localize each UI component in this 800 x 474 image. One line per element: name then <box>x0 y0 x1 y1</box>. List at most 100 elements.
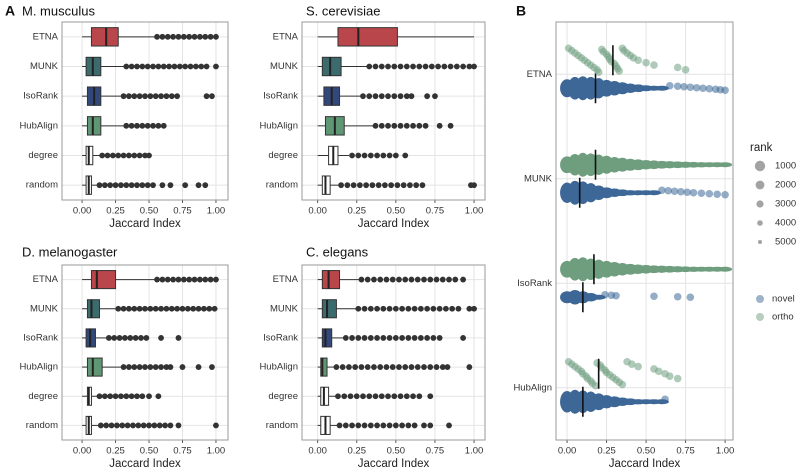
outlier <box>342 422 349 429</box>
outlier <box>350 182 357 189</box>
outlier <box>124 422 131 429</box>
outlier <box>380 335 387 341</box>
x-tick-label: 0.75 <box>426 206 445 217</box>
point <box>686 83 695 92</box>
outlier <box>385 122 391 129</box>
outlier <box>374 422 380 429</box>
outlier <box>460 63 467 70</box>
plot-border <box>301 264 486 441</box>
y-tick-label: IsoRank <box>23 332 58 343</box>
outlier <box>139 122 146 129</box>
outlier <box>158 335 164 341</box>
outlier <box>155 122 162 129</box>
outlier <box>424 305 431 312</box>
outlier <box>135 422 142 429</box>
point <box>705 84 714 93</box>
outlier <box>123 122 130 129</box>
outlier <box>416 63 423 70</box>
outlier <box>452 276 459 283</box>
outlier <box>378 122 385 129</box>
x-axis-title: Jaccard Index <box>109 218 181 230</box>
x-tick-label: 0.75 <box>173 446 192 457</box>
outlier <box>136 152 143 159</box>
y-tick-label: ETNA <box>273 274 299 285</box>
outlier <box>195 305 202 312</box>
x-axis-title: Jaccard Index <box>609 458 681 470</box>
x-tick-label: 0.50 <box>387 446 406 457</box>
outlier <box>152 93 159 100</box>
outlier <box>367 305 374 312</box>
outlier <box>211 305 218 312</box>
outlier <box>142 364 148 370</box>
x-axis-title: Jaccard Index <box>109 458 181 470</box>
y-tick-label: random <box>26 420 58 431</box>
outlier <box>424 335 431 341</box>
size-key <box>758 240 762 244</box>
outlier <box>123 182 130 189</box>
box <box>321 56 342 77</box>
outlier <box>113 422 120 429</box>
y-tick-label: ETNA <box>33 31 59 42</box>
outlier <box>104 152 111 159</box>
outlier <box>339 364 346 370</box>
outlier <box>134 182 140 189</box>
point <box>601 290 609 299</box>
outlier <box>436 335 443 341</box>
outlier <box>155 393 162 400</box>
outlier <box>421 422 427 429</box>
outlier <box>142 93 148 100</box>
outlier <box>427 276 434 283</box>
y-tick-label: IsoRank <box>263 91 298 102</box>
outlier <box>422 122 429 129</box>
outlier <box>446 422 452 429</box>
outlier <box>115 305 122 312</box>
point <box>673 63 682 72</box>
y-tick-label: degree <box>28 391 58 402</box>
box <box>86 116 102 136</box>
outlier <box>352 364 359 370</box>
x-tick-label: 1.00 <box>207 206 226 217</box>
outlier <box>372 122 379 129</box>
outlier <box>123 393 130 400</box>
legend-title: rank <box>750 142 773 154</box>
point <box>680 82 688 91</box>
outlier <box>163 93 170 100</box>
outlier <box>126 305 132 312</box>
outlier <box>115 152 122 159</box>
outlier <box>140 422 147 429</box>
outlier <box>346 364 352 370</box>
outlier <box>166 63 172 70</box>
point <box>705 189 714 198</box>
legend-swatch <box>756 313 764 321</box>
y-tick-label: MUNK <box>270 61 299 72</box>
outlier <box>179 305 186 312</box>
outlier <box>386 335 393 341</box>
outlier <box>411 305 418 312</box>
outlier <box>147 93 154 100</box>
outlier <box>389 276 396 283</box>
y-tick-label: ETNA <box>273 31 299 42</box>
outlier <box>175 422 182 429</box>
outlier <box>146 152 152 159</box>
outlier <box>403 63 410 70</box>
outlier <box>184 305 191 312</box>
outlier <box>150 122 156 129</box>
point <box>661 395 669 404</box>
outlier <box>144 63 151 70</box>
outlier <box>136 364 143 370</box>
y-tick-label: ETNA <box>527 69 553 80</box>
outlier <box>175 335 182 341</box>
point <box>628 360 636 368</box>
plot-background <box>62 22 228 200</box>
outlier <box>341 393 348 400</box>
outlier <box>446 276 452 283</box>
outlier <box>361 422 368 429</box>
legend-label: 1000 <box>775 161 796 172</box>
outlier <box>367 335 374 341</box>
outlier <box>134 63 140 70</box>
outlier <box>349 422 355 429</box>
outlier <box>171 63 178 70</box>
outlier <box>391 393 398 400</box>
outlier <box>176 63 183 70</box>
